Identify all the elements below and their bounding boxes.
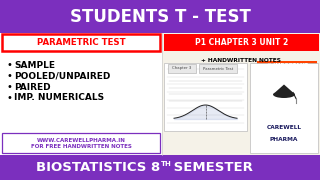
Text: Parametric Test: Parametric Test — [203, 66, 233, 71]
Text: P1 CHAPTER 3 UNIT 2: P1 CHAPTER 3 UNIT 2 — [195, 38, 288, 47]
Polygon shape — [275, 84, 293, 96]
Text: SAMPLE: SAMPLE — [14, 60, 55, 69]
Text: BIOSTATISTICS 8: BIOSTATISTICS 8 — [36, 161, 160, 174]
Bar — [2, 34, 160, 51]
Bar — [0, 155, 320, 180]
Bar — [199, 64, 237, 73]
Text: Chapter 3: Chapter 3 — [172, 66, 192, 71]
Bar — [257, 61, 317, 76]
Text: •: • — [6, 82, 12, 92]
Text: SEMESTER: SEMESTER — [169, 161, 253, 174]
Ellipse shape — [273, 91, 295, 98]
Bar — [168, 64, 196, 73]
Text: •: • — [6, 71, 12, 81]
Text: STUDENTS T - TEST: STUDENTS T - TEST — [69, 8, 251, 26]
Bar — [162, 33, 320, 155]
Bar — [0, 0, 320, 33]
Text: CAREWELL: CAREWELL — [267, 125, 301, 130]
Text: FOR FREE HANDWRITTEN NOTES: FOR FREE HANDWRITTEN NOTES — [31, 143, 132, 148]
Text: WWW.CAREWELLPHARMA.IN: WWW.CAREWELLPHARMA.IN — [36, 138, 125, 143]
Text: + HANDWRITTEN NOTES: + HANDWRITTEN NOTES — [201, 57, 281, 62]
Text: •: • — [6, 93, 12, 103]
Text: POOLED/UNPAIRED: POOLED/UNPAIRED — [14, 71, 110, 80]
Text: PHARMA: PHARMA — [270, 137, 298, 142]
Bar — [2, 133, 160, 153]
Text: PAIRED: PAIRED — [14, 82, 51, 91]
Text: PARAMETRIC TEST: PARAMETRIC TEST — [37, 38, 125, 47]
Text: TH: TH — [161, 161, 172, 167]
Text: •: • — [6, 60, 12, 70]
Bar — [0, 33, 320, 155]
Bar — [164, 63, 247, 131]
Text: # IMPORTANT
QUESTION: # IMPORTANT QUESTION — [267, 63, 308, 74]
Bar — [164, 34, 319, 51]
Bar — [250, 63, 318, 153]
Text: IMP. NUMERICALS: IMP. NUMERICALS — [14, 93, 104, 102]
